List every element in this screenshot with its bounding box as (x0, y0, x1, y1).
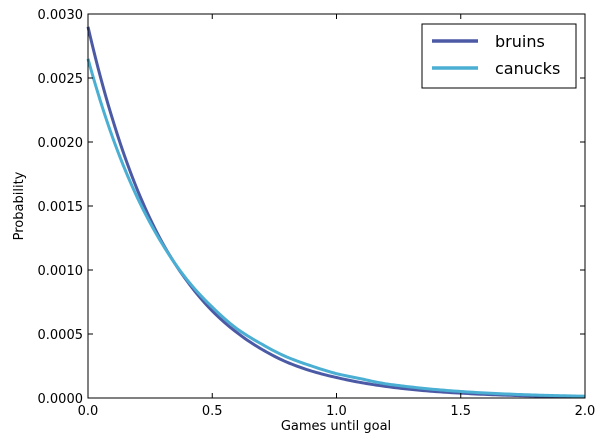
legend: bruins canucks (421, 23, 577, 89)
y-tick-label-4: 0.0020 (38, 136, 84, 151)
y-tick-label-1: 0.0005 (38, 328, 84, 343)
y-axis-label: Probability (12, 171, 27, 240)
tick-layer: 0.0 0.5 1.0 1.5 2.0 0.0000 0.0005 0.0010 0.0015 0… (38, 8, 596, 419)
series-line-canucks (86, 58, 586, 398)
x-tick-label-3: 1.5 (450, 404, 471, 419)
x-tick-label-1: 0.5 (202, 404, 223, 419)
x-axis-label: Games until goal (281, 419, 391, 434)
y-tick-label-6: 0.0030 (38, 8, 84, 23)
y-tick-label-5: 0.0025 (38, 72, 84, 87)
y-tick-label-2: 0.0010 (38, 264, 84, 279)
y-tick-label-3: 0.0015 (38, 200, 84, 215)
series-layer (86, 26, 586, 399)
legend-box (421, 23, 577, 89)
legend-label-bruins: bruins (495, 32, 545, 51)
x-tick-label-4: 2.0 (575, 404, 596, 419)
legend-label-canucks: canucks (495, 59, 560, 78)
y-tick-label-0: 0.0000 (38, 392, 84, 407)
x-tick-label-2: 1.0 (326, 404, 347, 419)
x-tick-label-0: 0.0 (78, 404, 99, 419)
